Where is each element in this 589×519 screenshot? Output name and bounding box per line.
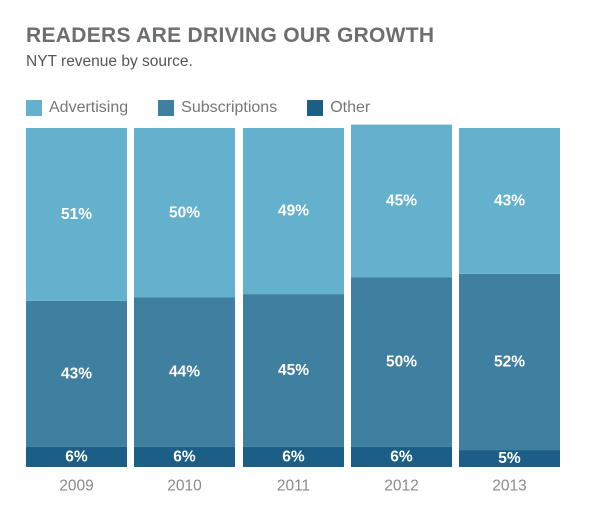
legend-item-advertising: Advertising [26, 99, 128, 117]
x-tick-label-2010: 2010 [167, 478, 202, 495]
x-tick-label-2012: 2012 [384, 478, 418, 495]
x-tick-label-2013: 2013 [492, 478, 526, 495]
bar-subscriptions-2009 [26, 300, 127, 447]
bar-subscriptions-2010 [134, 297, 235, 447]
bar-subscriptions-2013 [459, 273, 560, 451]
bar-other-2012 [351, 446, 452, 467]
legend-item-subscriptions: Subscriptions [158, 99, 277, 117]
bar-other-2010 [134, 446, 235, 467]
bar-subscriptions-2011 [243, 294, 344, 447]
chart-subtitle: NYT revenue by source. [26, 53, 193, 70]
legend-item-other: Other [307, 99, 370, 117]
legend-label-subscriptions: Subscriptions [181, 99, 278, 116]
data-label-other-2010: 6% [173, 448, 196, 465]
data-label-advertising-2010: 50% [169, 204, 200, 221]
chart-title: READERS ARE DRIVING OUR GROWTH [26, 24, 435, 47]
legend-swatch-subscriptions [158, 100, 175, 116]
data-label-subscriptions-2011: 45% [278, 362, 309, 379]
data-label-subscriptions-2009: 43% [61, 365, 92, 382]
data-label-advertising-2012: 45% [386, 192, 417, 209]
data-label-other-2011: 6% [282, 448, 305, 465]
x-tick-label-2009: 2009 [59, 478, 93, 495]
bar-advertising-2011 [243, 128, 344, 295]
data-label-other-2009: 6% [65, 448, 88, 465]
data-label-advertising-2011: 49% [278, 203, 309, 220]
bar-advertising-2013 [459, 128, 560, 274]
legend: Advertising Subscriptions Other [26, 98, 400, 118]
data-label-other-2012: 6% [390, 448, 413, 465]
legend-swatch-advertising [26, 100, 42, 116]
legend-swatch-other [307, 100, 324, 116]
bar-advertising-2009 [26, 128, 127, 301]
legend-label-advertising: Advertising [49, 99, 129, 116]
data-label-subscriptions-2012: 50% [386, 353, 417, 370]
bar-advertising-2012 [351, 124, 452, 278]
bar-other-2009 [26, 446, 127, 467]
x-tick-label-2011: 2011 [277, 478, 310, 495]
bar-advertising-2010 [134, 128, 235, 298]
bar-other-2011 [243, 446, 344, 467]
data-label-advertising-2009: 51% [61, 206, 92, 223]
data-label-subscriptions-2013: 52% [494, 353, 525, 370]
data-label-subscriptions-2010: 44% [169, 364, 200, 381]
data-label-advertising-2013: 43% [494, 192, 525, 209]
bar-other-2013 [459, 450, 560, 467]
data-label-other-2013: 5% [498, 450, 521, 467]
legend-label-other: Other [330, 99, 371, 116]
bar-subscriptions-2012 [351, 277, 452, 447]
